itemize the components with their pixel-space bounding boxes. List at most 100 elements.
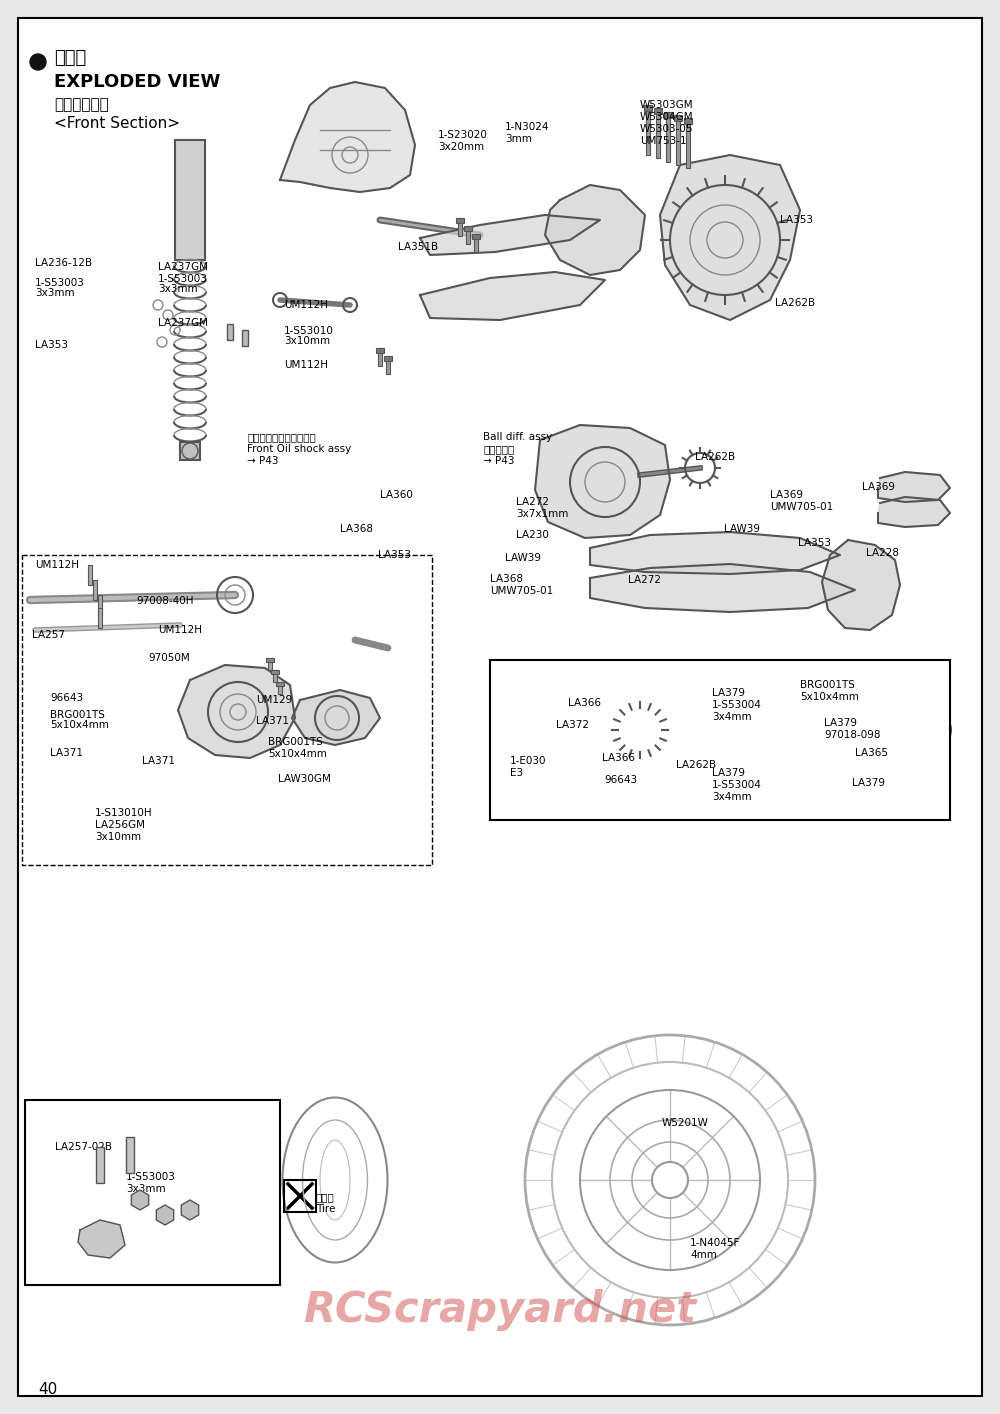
Text: LA262B: LA262B <box>775 298 815 308</box>
Text: LA372: LA372 <box>556 720 589 730</box>
Text: フロントオイルダンパー: フロントオイルダンパー <box>247 433 316 443</box>
Polygon shape <box>78 1220 125 1258</box>
Text: LA379: LA379 <box>824 718 857 728</box>
Polygon shape <box>660 156 800 320</box>
Bar <box>386 356 390 373</box>
Text: LA371: LA371 <box>50 748 83 758</box>
Text: 3x20mm: 3x20mm <box>438 141 484 151</box>
Bar <box>25 1100 280 1285</box>
Text: 3x4mm: 3x4mm <box>712 792 752 802</box>
Text: Ball diff. assy: Ball diff. assy <box>483 433 552 443</box>
Bar <box>180 443 200 460</box>
Bar <box>93 580 97 600</box>
Text: 1-S53003: 1-S53003 <box>158 274 208 284</box>
Polygon shape <box>878 472 950 502</box>
Text: LA351B: LA351B <box>398 242 438 252</box>
Text: W5303-05: W5303-05 <box>640 124 694 134</box>
Text: LA353: LA353 <box>798 537 831 549</box>
Text: 1-S53003: 1-S53003 <box>35 279 85 288</box>
Bar <box>676 115 680 165</box>
Text: UM112H: UM112H <box>284 361 328 370</box>
Polygon shape <box>545 185 645 274</box>
Text: E3: E3 <box>510 768 523 778</box>
Circle shape <box>30 54 46 71</box>
Bar <box>686 117 690 168</box>
Bar <box>98 595 102 615</box>
Bar <box>268 658 272 670</box>
Text: LA371: LA371 <box>142 756 175 766</box>
Text: LA379: LA379 <box>712 689 745 699</box>
Bar <box>654 107 662 115</box>
Text: 1-N3024: 1-N3024 <box>505 122 550 132</box>
Bar <box>384 356 392 361</box>
Polygon shape <box>535 426 670 537</box>
Text: 5x10x4mm: 5x10x4mm <box>268 749 327 759</box>
Text: LA369: LA369 <box>770 491 803 501</box>
Text: 1-S13010H: 1-S13010H <box>95 807 153 819</box>
Bar <box>96 1147 104 1184</box>
Bar <box>646 105 650 156</box>
Text: LAW30GM: LAW30GM <box>278 773 331 783</box>
Text: LA257: LA257 <box>32 631 65 641</box>
Bar <box>456 218 464 223</box>
Polygon shape <box>420 271 605 320</box>
Text: LA353: LA353 <box>378 550 411 560</box>
Text: LA366: LA366 <box>602 754 635 764</box>
Bar <box>378 348 382 366</box>
Text: 3x7x1mm: 3x7x1mm <box>516 509 568 519</box>
Bar <box>674 115 682 122</box>
Text: W5304GM: W5304GM <box>640 112 694 122</box>
Text: Tire: Tire <box>316 1203 335 1215</box>
Text: LA262B: LA262B <box>695 452 735 462</box>
Text: LAW39: LAW39 <box>505 553 541 563</box>
Bar <box>276 682 284 686</box>
Bar <box>98 608 102 628</box>
Text: 96643: 96643 <box>604 775 637 785</box>
Text: UM112H: UM112H <box>158 625 202 635</box>
Bar <box>466 226 470 245</box>
Text: BRG001TS: BRG001TS <box>50 710 105 720</box>
Bar <box>227 324 233 339</box>
Bar <box>278 682 282 694</box>
Text: 1-S53003: 1-S53003 <box>126 1172 176 1182</box>
Text: UM112H: UM112H <box>284 300 328 310</box>
Bar <box>273 670 277 682</box>
Text: 3x10mm: 3x10mm <box>95 831 141 841</box>
Text: 1-N4045F: 1-N4045F <box>690 1239 740 1249</box>
Text: 96643: 96643 <box>50 693 83 703</box>
Text: <Front Section>: <Front Section> <box>54 116 180 132</box>
Polygon shape <box>822 540 900 631</box>
Text: LA237GM: LA237GM <box>158 262 208 271</box>
Bar <box>474 233 478 252</box>
Text: 1-E030: 1-E030 <box>510 756 546 766</box>
Text: LA237GM: LA237GM <box>158 318 208 328</box>
Text: LA368: LA368 <box>490 574 523 584</box>
Text: LAW39: LAW39 <box>724 525 760 534</box>
Text: 97018-098: 97018-098 <box>824 730 881 740</box>
Text: LA366: LA366 <box>568 699 601 708</box>
Bar <box>644 105 652 112</box>
Polygon shape <box>590 564 855 612</box>
Text: LA257-02B: LA257-02B <box>55 1143 112 1152</box>
Text: UMW705-01: UMW705-01 <box>490 585 553 595</box>
Text: 5x10x4mm: 5x10x4mm <box>50 720 109 730</box>
Text: Front Oil shock assy: Front Oil shock assy <box>247 444 351 454</box>
Text: 3x3mm: 3x3mm <box>158 284 198 294</box>
Text: UM129: UM129 <box>256 696 292 706</box>
Bar <box>88 566 92 585</box>
Text: LA379: LA379 <box>852 778 885 788</box>
Text: LA365: LA365 <box>855 748 888 758</box>
Text: 3mm: 3mm <box>505 134 532 144</box>
Text: 5x10x4mm: 5x10x4mm <box>800 691 859 701</box>
Text: 1-S23020: 1-S23020 <box>438 130 488 140</box>
Bar <box>656 107 660 158</box>
Text: W5201W: W5201W <box>662 1118 709 1128</box>
Polygon shape <box>420 215 600 255</box>
Text: LA228: LA228 <box>866 549 899 559</box>
Bar <box>490 660 950 820</box>
Text: タイヤ: タイヤ <box>316 1192 335 1202</box>
Text: LA371: LA371 <box>256 715 289 725</box>
Text: EXPLODED VIEW: EXPLODED VIEW <box>54 74 220 90</box>
Text: LA379: LA379 <box>712 768 745 778</box>
Text: LA236-12B: LA236-12B <box>35 257 92 269</box>
